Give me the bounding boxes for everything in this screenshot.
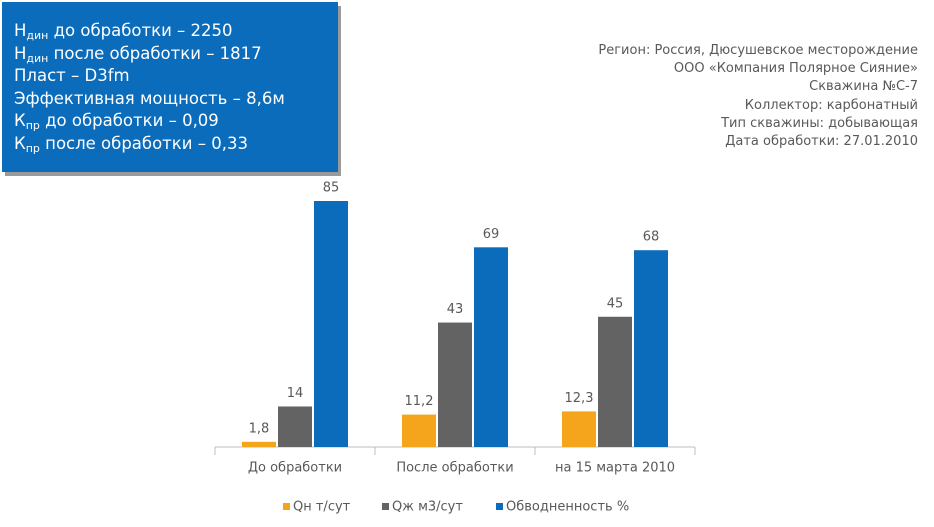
bar <box>242 441 276 447</box>
info-line: Кпр до обработки – 0,09 <box>14 110 338 133</box>
x-tick-label: на 15 марта 2010 <box>555 461 675 476</box>
value-label: 68 <box>643 230 660 245</box>
info-line: Эффективная мощность – 8,6м <box>14 88 338 111</box>
value-label: 85 <box>323 181 340 196</box>
info-text: К <box>14 133 26 153</box>
well-info-line: Дата обработки: 27.01.2010 <box>725 134 918 150</box>
well-info-line: Тип скважины: добывающая <box>721 115 918 131</box>
info-subscript: пр <box>25 141 40 155</box>
info-text: Эффективная мощность – 8,6м <box>14 88 285 108</box>
info-text: до обработки – 0,09 <box>39 111 219 131</box>
legend-swatch <box>382 503 389 510</box>
info-line: Ндин до обработки – 2250 <box>14 20 338 43</box>
well-info-line: Скважина №С-7 <box>809 79 918 95</box>
info-subscript: дин <box>26 29 49 42</box>
x-tick-label: После обработки <box>396 461 513 476</box>
legend-label: Qн т/сут <box>293 500 351 515</box>
legend-label: Обводненность % <box>506 500 629 515</box>
info-subscript: пр <box>25 119 40 133</box>
value-label: 14 <box>287 386 304 401</box>
bar <box>562 411 596 447</box>
bar <box>278 406 312 447</box>
info-line: Ндин после обработки – 1817 <box>14 43 338 66</box>
legend-swatch <box>283 503 290 510</box>
value-label: 11,2 <box>405 394 434 409</box>
value-label: 43 <box>447 302 464 317</box>
value-label: 12,3 <box>565 391 594 406</box>
value-label: 1,8 <box>249 421 270 436</box>
info-line: Кпр после обработки – 0,33 <box>14 133 338 156</box>
well-info: Регион: Россия, Дюсушевское месторождени… <box>598 42 918 151</box>
info-text: после обработки – 1817 <box>48 43 262 63</box>
well-info-line: ООО «Компания Полярное Сияние» <box>673 61 918 77</box>
well-info-line: Коллектор: карбонатный <box>744 97 918 113</box>
info-text: Пласт – D3fm <box>14 66 130 86</box>
bar <box>314 201 348 447</box>
value-label: 45 <box>607 296 624 311</box>
bar <box>402 414 436 447</box>
well-info-line: Регион: Россия, Дюсушевское месторождени… <box>598 43 918 58</box>
bar <box>438 322 472 447</box>
value-label: 69 <box>483 227 500 242</box>
info-text: до обработки – 2250 <box>48 21 233 40</box>
info-text: К <box>14 111 26 131</box>
info-text: после обработки – 0,33 <box>39 133 248 153</box>
x-tick-label: До обработки <box>248 461 342 476</box>
bar <box>474 247 508 447</box>
info-subscript: дин <box>26 51 49 65</box>
info-text: Н <box>14 43 27 63</box>
info-box: Ндин до обработки – 2250 Ндин после обраб… <box>2 2 338 172</box>
info-text: Н <box>14 21 27 40</box>
legend-swatch <box>496 503 503 510</box>
bar <box>598 316 632 447</box>
bar <box>634 250 668 447</box>
info-line: Пласт – D3fm <box>14 65 338 88</box>
legend-label: Qж м3/сут <box>392 500 463 515</box>
